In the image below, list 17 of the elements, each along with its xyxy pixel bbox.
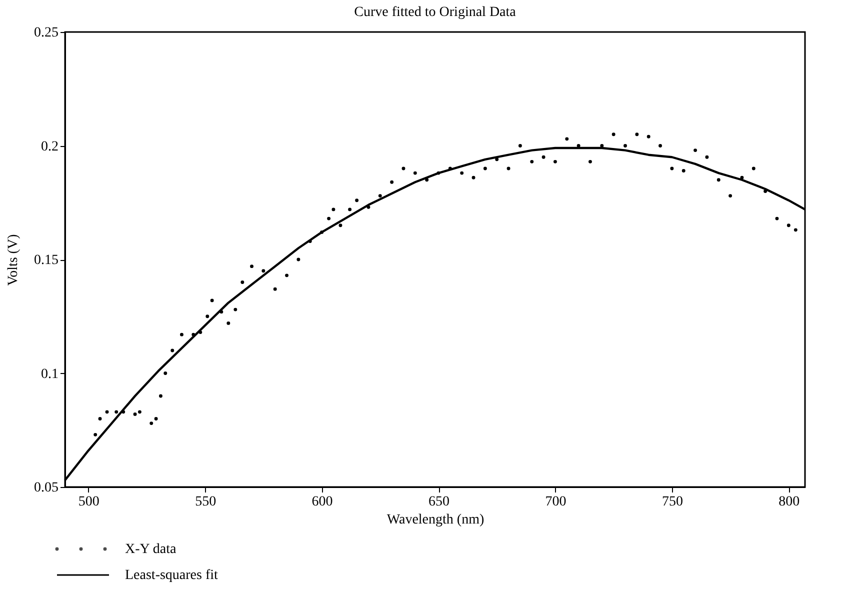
x-tick-label: 650 (428, 494, 450, 510)
y-axis-title: Volts (V) (6, 234, 21, 286)
y-tick-label: 0.25 (34, 26, 58, 40)
x-axis-title: Wavelength (nm) (386, 512, 484, 528)
y-tick-label: 0.15 (34, 253, 58, 268)
y-tick-label: 0.1 (41, 366, 58, 382)
x-tick-label: 600 (312, 494, 333, 510)
chart-title: Curve fitted to Original Data (354, 5, 517, 20)
legend-label: X-Y data (125, 542, 177, 557)
x-tick-label: 800 (778, 494, 800, 510)
y-tick-label: 0.05 (34, 480, 58, 496)
legend-label: Least-squares fit (125, 568, 218, 583)
x-tick-label: 550 (195, 494, 216, 510)
y-tick-label: 0.2 (41, 139, 58, 154)
x-tick-label: 750 (662, 494, 683, 510)
x-tick-label: 500 (78, 494, 100, 510)
x-tick-label: 700 (545, 494, 566, 510)
